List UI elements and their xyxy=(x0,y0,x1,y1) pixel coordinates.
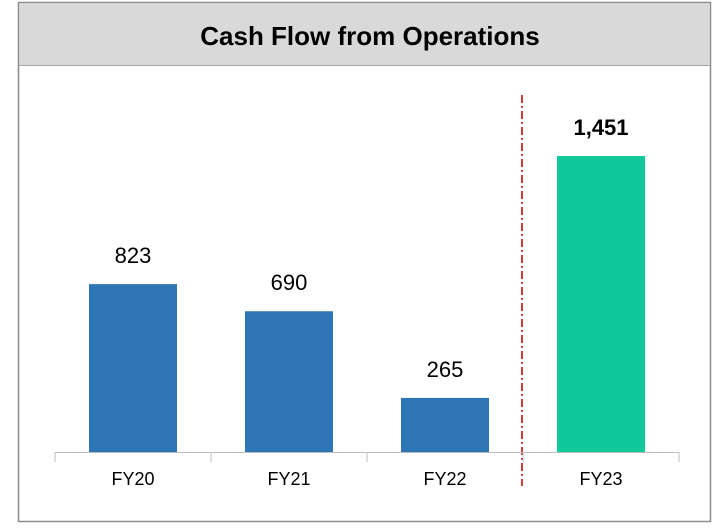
chart-title: Cash Flow from Operations xyxy=(200,21,540,51)
bar xyxy=(557,156,645,452)
data-label: 690 xyxy=(271,270,308,295)
title-band xyxy=(19,3,710,66)
data-label: 265 xyxy=(427,357,464,382)
x-tick-label: FY21 xyxy=(267,469,310,489)
bar xyxy=(245,311,333,452)
data-label: 1,451 xyxy=(573,115,628,140)
bar xyxy=(89,284,177,452)
x-tick-label: FY23 xyxy=(579,469,622,489)
data-label: 823 xyxy=(115,243,152,268)
x-tick-label: FY20 xyxy=(111,469,154,489)
bar xyxy=(401,397,489,452)
x-tick-label: FY22 xyxy=(423,469,466,489)
